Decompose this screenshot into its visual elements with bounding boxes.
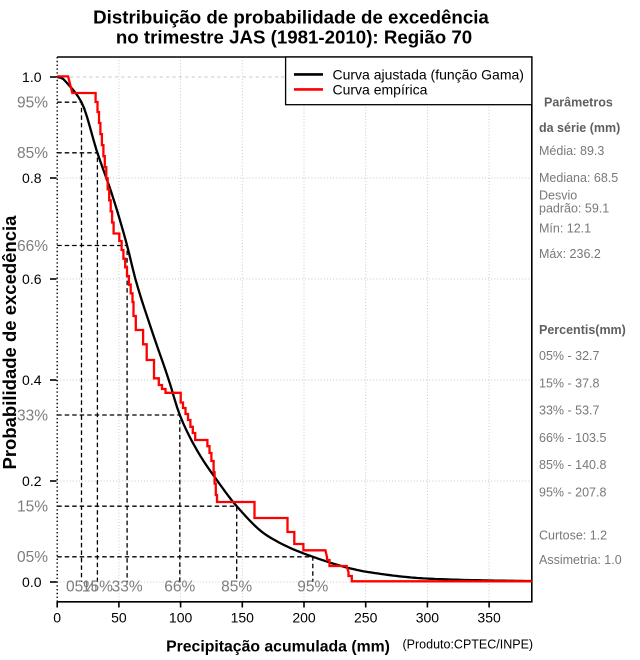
svg-text:95%: 95%	[297, 579, 328, 596]
svg-text:0.0: 0.0	[22, 574, 42, 590]
svg-text:Assimetria: 1.0: Assimetria: 1.0	[539, 553, 622, 567]
svg-text:Distribuição de probabilidade: Distribuição de probabilidade de excedên…	[93, 7, 489, 28]
svg-text:Mediana: 68.5: Mediana: 68.5	[539, 171, 618, 185]
svg-text:Mín: 12.1: Mín: 12.1	[539, 222, 591, 236]
svg-text:05%: 05%	[17, 549, 48, 566]
svg-text:350: 350	[477, 610, 501, 626]
svg-text:95% - 207.8: 95% - 207.8	[539, 486, 606, 500]
svg-text:no trimestre JAS (1981-2010):: no trimestre JAS (1981-2010): Região 70	[116, 27, 472, 48]
svg-text:0.4: 0.4	[22, 372, 42, 388]
svg-text:15%: 15%	[17, 499, 48, 516]
svg-text:Curva empírica: Curva empírica	[333, 81, 428, 97]
svg-text:33% - 53.7: 33% - 53.7	[539, 404, 600, 418]
svg-text:66%: 66%	[17, 238, 48, 255]
svg-text:100: 100	[169, 610, 193, 626]
svg-text:15% - 37.8: 15% - 37.8	[539, 377, 600, 391]
svg-text:Probabilidade de excedência: Probabilidade de excedência	[0, 215, 20, 470]
svg-text:300: 300	[416, 610, 440, 626]
svg-text:85% - 140.8: 85% - 140.8	[539, 458, 606, 472]
svg-text:66% - 103.5: 66% - 103.5	[539, 431, 606, 445]
svg-text:150: 150	[231, 610, 255, 626]
svg-text:Precipitação acumulada (mm): Precipitação acumulada (mm)	[166, 638, 390, 655]
svg-text:1.0: 1.0	[22, 69, 42, 85]
svg-text:Máx: 236.2: Máx: 236.2	[539, 247, 601, 261]
svg-text:da série (mm): da série (mm)	[539, 121, 620, 135]
svg-text:50: 50	[111, 610, 127, 626]
svg-text:(Produto:CPTEC/INPE): (Produto:CPTEC/INPE)	[403, 638, 534, 652]
svg-text:Curtose: 1.2: Curtose: 1.2	[539, 529, 607, 543]
svg-text:0.6: 0.6	[22, 271, 42, 287]
svg-text:Desvio: Desvio	[539, 189, 577, 203]
svg-text:05% - 32.7: 05% - 32.7	[539, 349, 600, 363]
svg-text:15%: 15%	[82, 579, 113, 596]
svg-text:33%: 33%	[112, 579, 143, 596]
svg-text:Parâmetros: Parâmetros	[544, 96, 613, 110]
svg-text:0.2: 0.2	[22, 473, 42, 489]
svg-text:200: 200	[292, 610, 316, 626]
svg-text:Curva ajustada (função Gama): Curva ajustada (função Gama)	[333, 66, 524, 82]
svg-text:85%: 85%	[17, 145, 48, 162]
svg-text:66%: 66%	[164, 579, 195, 596]
svg-text:95%: 95%	[17, 95, 48, 112]
svg-text:padrão: 59.1: padrão: 59.1	[539, 201, 609, 215]
svg-text:Média: 89.3: Média: 89.3	[539, 144, 604, 158]
svg-text:250: 250	[354, 610, 378, 626]
svg-text:85%: 85%	[221, 579, 252, 596]
svg-text:05%: 05%	[66, 579, 97, 596]
svg-text:0: 0	[53, 610, 61, 626]
svg-text:Percentis(mm): Percentis(mm)	[539, 323, 626, 337]
svg-text:33%: 33%	[17, 407, 48, 424]
svg-text:0.8: 0.8	[22, 170, 42, 186]
